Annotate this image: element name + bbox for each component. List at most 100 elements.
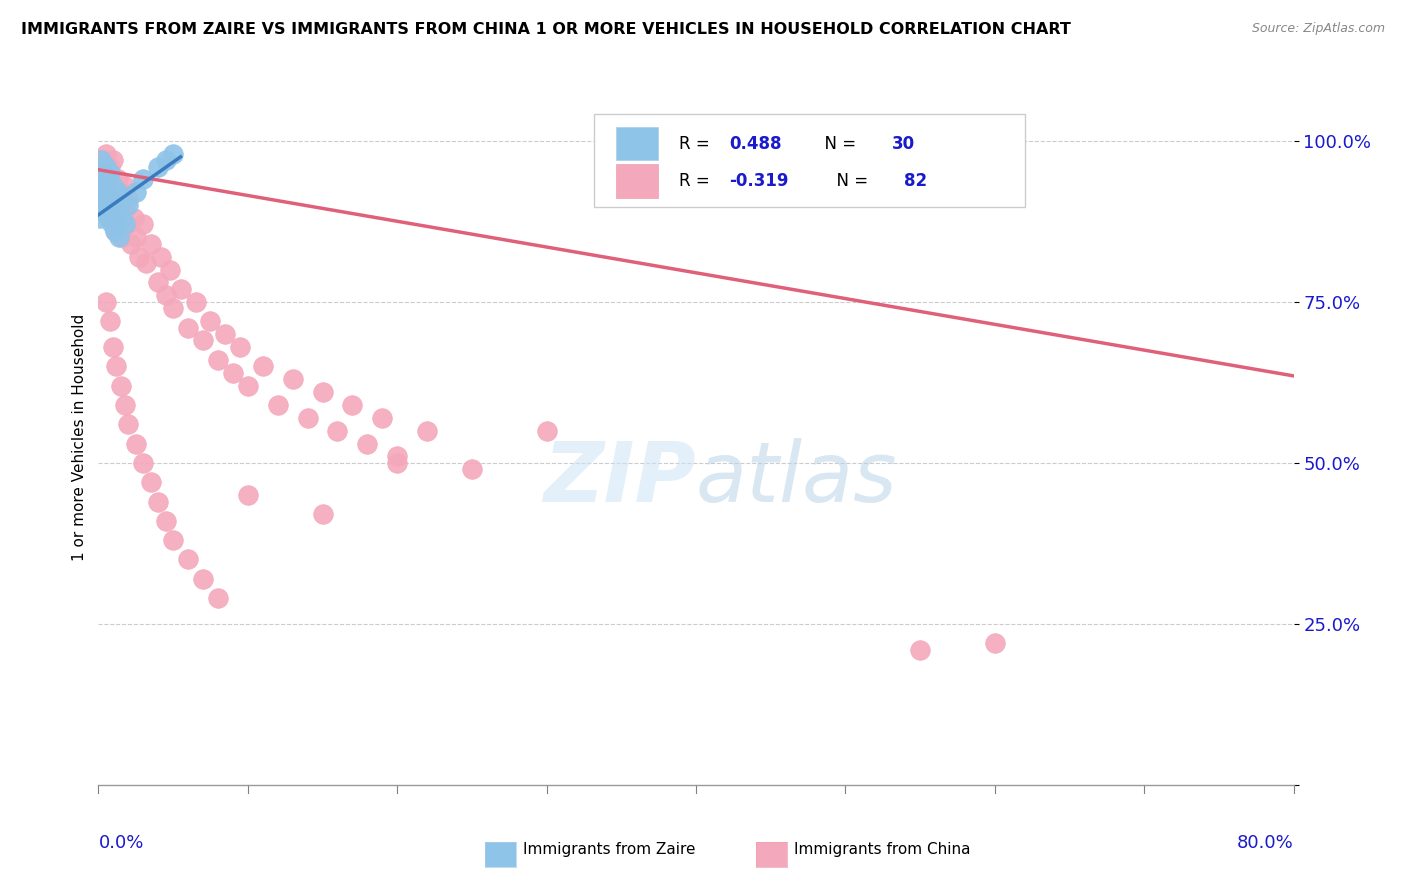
Point bbox=[94, 146, 117, 161]
Point bbox=[267, 398, 290, 412]
Y-axis label: 1 or more Vehicles in Household: 1 or more Vehicles in Household bbox=[72, 313, 87, 561]
Point bbox=[155, 288, 177, 302]
Point bbox=[93, 172, 115, 186]
Point bbox=[159, 262, 181, 277]
Point bbox=[107, 186, 129, 200]
Point bbox=[311, 508, 333, 522]
Point bbox=[132, 456, 155, 470]
Text: 80.0%: 80.0% bbox=[1237, 834, 1294, 852]
Point bbox=[91, 166, 114, 180]
Point bbox=[236, 378, 259, 392]
Point bbox=[311, 384, 333, 399]
Point bbox=[177, 552, 200, 566]
Point bbox=[108, 230, 131, 244]
Point bbox=[281, 372, 304, 386]
Bar bbox=[616, 164, 658, 198]
Point bbox=[148, 160, 170, 174]
Point bbox=[110, 186, 132, 200]
Point bbox=[120, 236, 142, 251]
Point bbox=[371, 410, 394, 425]
Point bbox=[104, 224, 127, 238]
Point bbox=[89, 160, 111, 174]
Point bbox=[139, 236, 162, 251]
Point bbox=[200, 314, 222, 328]
Point bbox=[103, 178, 125, 193]
Point bbox=[103, 340, 125, 354]
Point bbox=[128, 250, 150, 264]
Point bbox=[125, 230, 148, 244]
Point bbox=[125, 436, 148, 450]
Point bbox=[107, 172, 129, 186]
Point bbox=[207, 591, 229, 606]
Point bbox=[155, 153, 177, 167]
Point bbox=[94, 294, 117, 309]
Point bbox=[385, 456, 409, 470]
Point bbox=[908, 642, 931, 657]
Point bbox=[155, 514, 177, 528]
Point bbox=[96, 198, 118, 212]
Point bbox=[124, 211, 146, 225]
Point bbox=[207, 352, 229, 367]
Point bbox=[169, 282, 191, 296]
Bar bbox=[595, 113, 1025, 208]
Text: IMMIGRANTS FROM ZAIRE VS IMMIGRANTS FROM CHINA 1 OR MORE VEHICLES IN HOUSEHOLD C: IMMIGRANTS FROM ZAIRE VS IMMIGRANTS FROM… bbox=[21, 22, 1071, 37]
Text: 30: 30 bbox=[891, 135, 915, 153]
Point bbox=[111, 192, 134, 206]
Text: ZIP: ZIP bbox=[543, 438, 696, 519]
Point bbox=[98, 166, 122, 180]
Point bbox=[98, 314, 122, 328]
Point bbox=[385, 450, 409, 464]
Text: atlas: atlas bbox=[696, 438, 897, 519]
Point bbox=[177, 320, 200, 334]
Point bbox=[101, 218, 124, 232]
Text: -0.319: -0.319 bbox=[730, 172, 789, 190]
Point bbox=[115, 218, 138, 232]
Point bbox=[117, 198, 139, 212]
Point bbox=[90, 178, 112, 193]
Text: R =: R = bbox=[679, 135, 716, 153]
Point bbox=[91, 186, 114, 200]
Point bbox=[191, 572, 214, 586]
Text: N =: N = bbox=[827, 172, 873, 190]
Point bbox=[97, 211, 120, 225]
Point bbox=[94, 160, 117, 174]
Text: Source: ZipAtlas.com: Source: ZipAtlas.com bbox=[1251, 22, 1385, 36]
Point bbox=[117, 417, 139, 432]
Point bbox=[114, 178, 136, 193]
Point bbox=[162, 301, 184, 316]
Point bbox=[222, 366, 245, 380]
Point bbox=[94, 186, 117, 200]
Point bbox=[184, 294, 207, 309]
Point bbox=[252, 359, 274, 374]
Point bbox=[91, 192, 114, 206]
Point bbox=[96, 192, 118, 206]
Point bbox=[297, 410, 319, 425]
Point bbox=[91, 153, 114, 167]
Point bbox=[103, 153, 125, 167]
Point bbox=[112, 204, 135, 219]
Point bbox=[89, 211, 111, 225]
Point bbox=[148, 276, 170, 290]
Point bbox=[105, 359, 128, 374]
Point bbox=[983, 636, 1005, 650]
Point bbox=[114, 218, 136, 232]
Point bbox=[101, 204, 124, 219]
Point bbox=[416, 424, 439, 438]
Point bbox=[111, 230, 134, 244]
Point bbox=[96, 172, 118, 186]
Text: 0.0%: 0.0% bbox=[98, 834, 143, 852]
Point bbox=[105, 204, 128, 219]
Point bbox=[98, 160, 122, 174]
Text: N =: N = bbox=[814, 135, 862, 153]
Point bbox=[94, 178, 117, 193]
Point bbox=[105, 198, 128, 212]
Point bbox=[132, 172, 155, 186]
Point bbox=[110, 211, 132, 225]
Point bbox=[114, 398, 136, 412]
Point bbox=[191, 334, 214, 348]
Text: Immigrants from China: Immigrants from China bbox=[794, 842, 972, 856]
Point bbox=[461, 462, 484, 476]
Point bbox=[236, 488, 259, 502]
Text: 82: 82 bbox=[904, 172, 927, 190]
Point bbox=[103, 198, 125, 212]
